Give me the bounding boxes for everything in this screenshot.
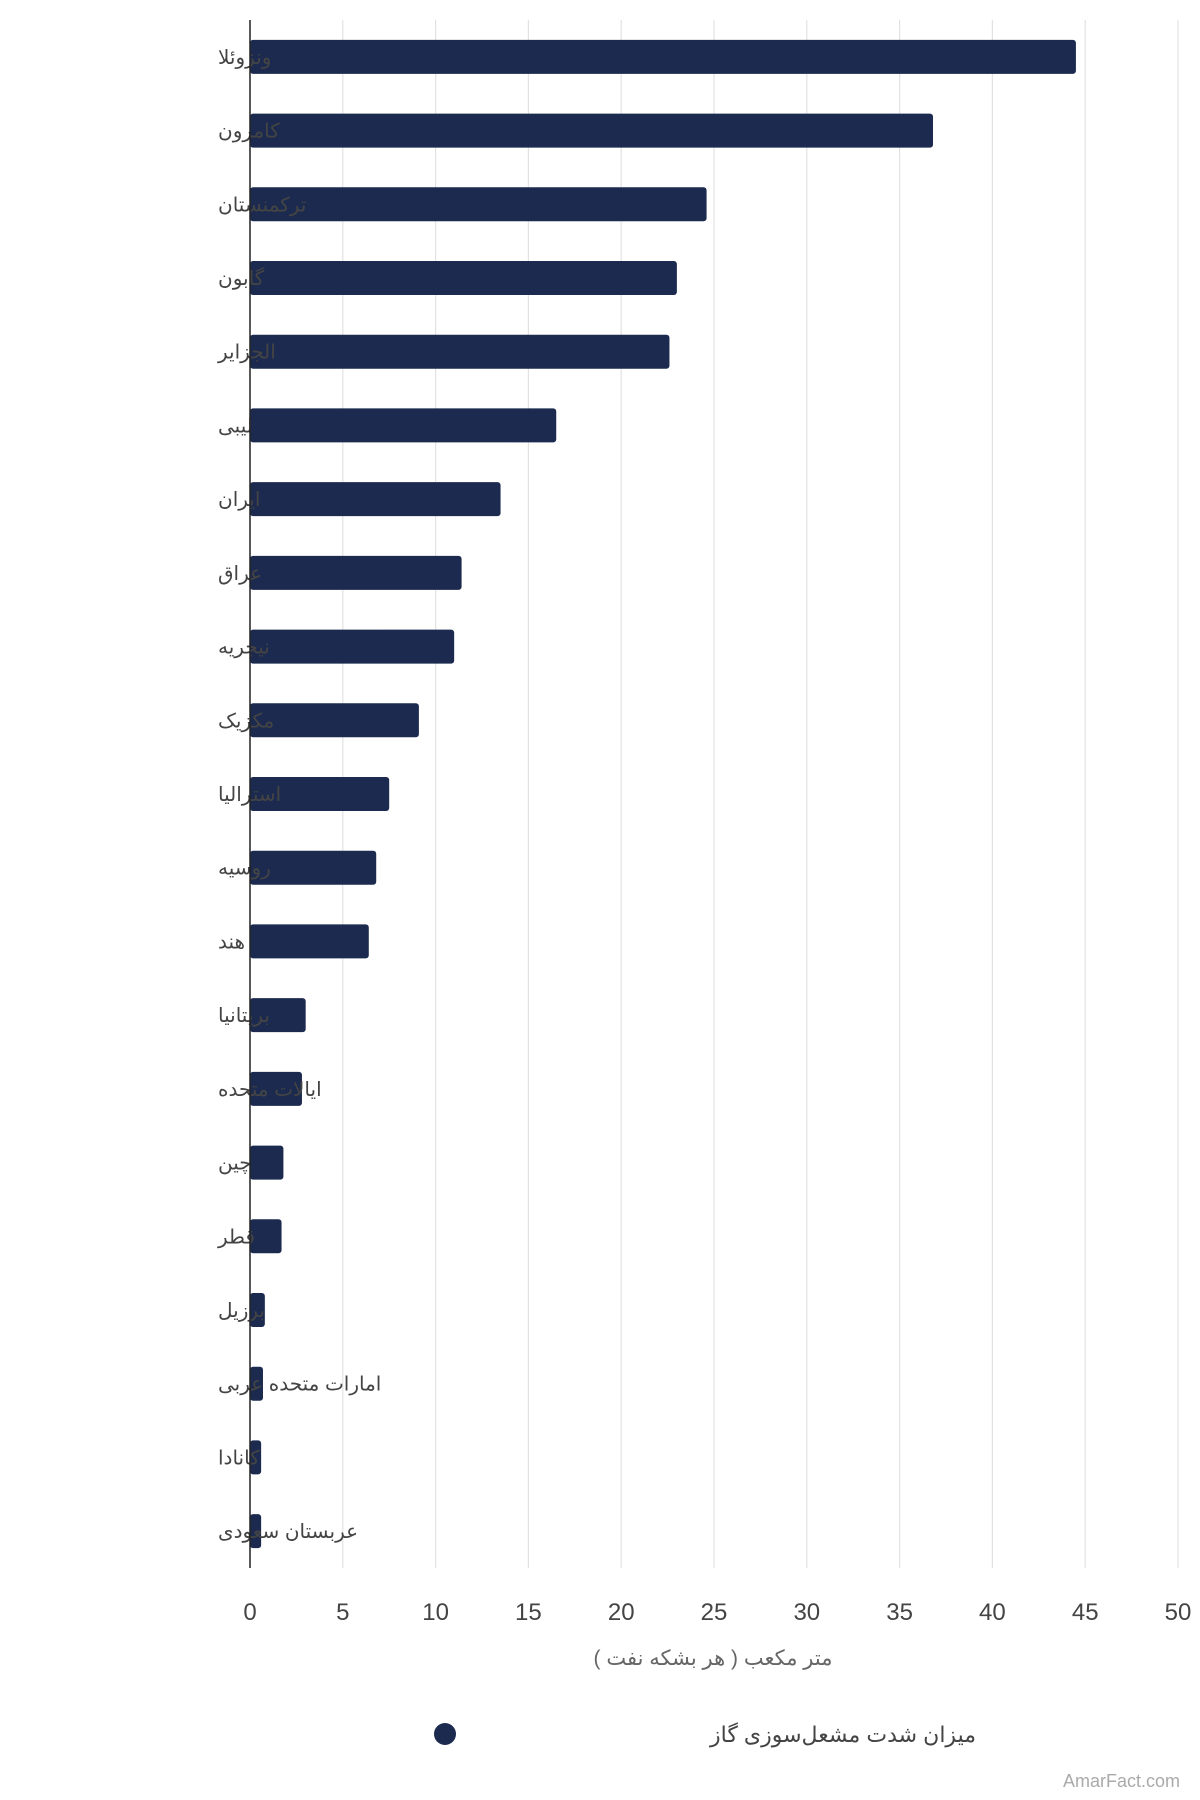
legend-swatch — [434, 1723, 456, 1745]
bar — [250, 1293, 265, 1327]
bar — [250, 777, 390, 811]
x-tick-label: 50 — [1165, 1599, 1192, 1626]
bar — [250, 482, 501, 517]
category-label: ایران — [218, 489, 260, 511]
category-label: هند — [218, 931, 245, 953]
bar — [250, 1440, 262, 1475]
category-label: عربستان سعودی — [218, 1521, 358, 1543]
x-tick-label: 10 — [422, 1599, 449, 1626]
category-label: برزیل — [218, 1300, 265, 1322]
category-label: بریتانیا — [218, 1005, 270, 1027]
bar — [250, 334, 670, 369]
category-label: لیبی — [218, 415, 253, 437]
x-tick-label: 25 — [701, 1599, 728, 1626]
bar — [250, 261, 677, 295]
bar — [250, 408, 557, 443]
bar — [250, 113, 934, 148]
bars — [250, 39, 1076, 1549]
watermark: AmarFact.com — [1062, 1771, 1180, 1791]
legend: میزان شدت مشعل‌سوزی گاز — [434, 1722, 976, 1747]
bar — [250, 703, 419, 738]
bar — [250, 998, 306, 1033]
x-tick-label: 15 — [515, 1599, 542, 1626]
bar — [250, 1145, 284, 1180]
category-label: امارات متحده عربی — [218, 1374, 381, 1396]
bar — [250, 629, 455, 664]
bar — [250, 39, 1076, 74]
bar — [250, 1219, 282, 1254]
x-axis-title: متر مکعب ( هر بشکه نفت ) — [594, 1647, 833, 1670]
bar — [250, 1071, 302, 1106]
bar — [250, 187, 707, 222]
category-label: گابون — [218, 267, 265, 290]
category-label: کانادا — [218, 1447, 260, 1469]
bar — [250, 1514, 262, 1549]
legend-label: میزان شدت مشعل‌سوزی گاز — [709, 1722, 976, 1747]
x-tick-label: 30 — [793, 1599, 820, 1626]
bar — [250, 850, 377, 885]
category-label: الجزایر — [217, 342, 276, 364]
x-tick-label: 40 — [979, 1599, 1006, 1626]
x-tick-label: 45 — [1072, 1599, 1099, 1626]
category-label: ترکمنستان — [218, 194, 306, 216]
x-tick-label: 5 — [336, 1599, 349, 1626]
category-label: نیجریه — [218, 637, 270, 659]
x-tick-labels: 0 5 10 15 20 25 30 35 40 45 50 — [243, 1599, 1191, 1626]
x-tick-label: 35 — [886, 1599, 913, 1626]
category-labels: ونزوئلا کامرون ترکمنستان گابون الجزایر لیبی ای… — [217, 47, 381, 1543]
bar — [250, 1366, 263, 1401]
category-label: عراق — [218, 563, 262, 585]
gridlines — [342, 20, 1179, 1568]
category-label: مکزیک — [218, 710, 274, 732]
x-tick-label: 20 — [608, 1599, 635, 1626]
category-label: کامرون — [218, 121, 280, 143]
category-label: قطر — [217, 1226, 255, 1248]
x-tick-label: 0 — [243, 1599, 256, 1626]
category-label: روسیه — [218, 858, 271, 880]
category-label: چین — [218, 1153, 252, 1175]
category-label: ایالات متحده — [218, 1079, 322, 1101]
bar — [250, 924, 369, 959]
category-label: ونزوئلا — [218, 47, 271, 69]
bar — [250, 555, 462, 590]
